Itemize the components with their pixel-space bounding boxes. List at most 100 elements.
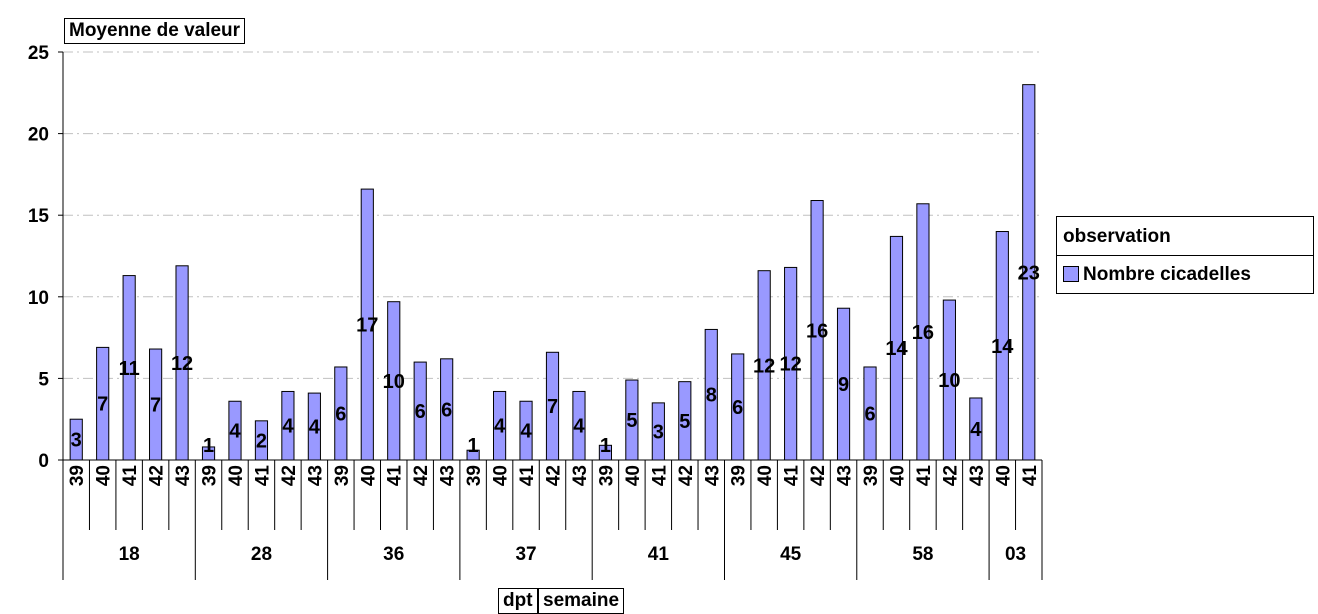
data-label: 4 bbox=[573, 416, 585, 438]
bar bbox=[307, 392, 321, 461]
group-label: 36 bbox=[383, 544, 404, 565]
week-label: 43 bbox=[967, 465, 988, 486]
bar bbox=[598, 444, 613, 461]
data-label: 1 bbox=[600, 435, 611, 457]
group-label: 45 bbox=[780, 544, 802, 565]
week-label: 41 bbox=[649, 465, 670, 487]
data-label: 3 bbox=[653, 421, 664, 443]
bars bbox=[69, 84, 1036, 461]
bar bbox=[122, 275, 136, 461]
week-label: 42 bbox=[808, 465, 829, 486]
legend: observation Nombre cicadelles bbox=[1056, 216, 1314, 294]
week-label: 39 bbox=[67, 465, 88, 486]
week-label: 41 bbox=[252, 465, 273, 487]
week-label: 43 bbox=[835, 465, 856, 486]
data-label: 10 bbox=[938, 370, 960, 392]
bar bbox=[969, 397, 983, 461]
data-label: 7 bbox=[547, 396, 558, 418]
week-label: 42 bbox=[411, 465, 432, 486]
group-label: 58 bbox=[912, 544, 933, 565]
week-label: 43 bbox=[173, 465, 194, 486]
data-label: 17 bbox=[356, 315, 378, 337]
data-label: 4 bbox=[970, 419, 982, 441]
bar bbox=[916, 203, 930, 461]
bar bbox=[254, 420, 269, 461]
week-label: 43 bbox=[305, 465, 326, 486]
group-label: 18 bbox=[119, 544, 140, 565]
week-label: 41 bbox=[1020, 465, 1041, 487]
data-label: 16 bbox=[806, 320, 828, 342]
data-label: 7 bbox=[97, 394, 108, 416]
category-axis: 39 40 41 42 43 39 40 41 42 43 39 40 41 42 43 39 40 41 42 43… bbox=[62, 460, 1043, 580]
bar bbox=[360, 188, 374, 461]
bar bbox=[492, 390, 507, 461]
week-label: 41 bbox=[517, 465, 538, 487]
data-label: 9 bbox=[838, 374, 849, 396]
legend-title[interactable]: observation bbox=[1057, 217, 1313, 256]
week-label: 39 bbox=[332, 465, 353, 486]
week-label: 40 bbox=[623, 465, 644, 486]
legend-series-label: Nombre cicadelles bbox=[1083, 264, 1251, 285]
data-label: 7 bbox=[150, 395, 161, 417]
data-label: 1 bbox=[203, 435, 214, 457]
group-label: 37 bbox=[515, 544, 536, 565]
data-label: 14 bbox=[991, 336, 1014, 358]
data-label: 2 bbox=[256, 430, 267, 452]
data-label: 4 bbox=[494, 416, 506, 438]
bar bbox=[96, 346, 110, 461]
bar bbox=[836, 307, 851, 461]
bar bbox=[731, 353, 745, 461]
bar bbox=[810, 200, 824, 461]
week-label: 40 bbox=[358, 465, 379, 486]
bar bbox=[678, 381, 692, 461]
week-label: 41 bbox=[385, 465, 406, 487]
data-label: 10 bbox=[383, 371, 405, 393]
group-label: 28 bbox=[251, 544, 272, 565]
data-label: 12 bbox=[753, 355, 775, 377]
bar bbox=[201, 446, 216, 461]
week-label: 39 bbox=[596, 465, 617, 486]
week-label: 40 bbox=[94, 465, 115, 486]
bar bbox=[889, 235, 904, 461]
bar bbox=[387, 301, 401, 461]
row-field-semaine[interactable]: semaine bbox=[538, 588, 625, 614]
week-label: 42 bbox=[279, 465, 300, 486]
y-tick-label: 15 bbox=[28, 206, 50, 227]
bar bbox=[1022, 84, 1036, 461]
data-label: 23 bbox=[1018, 262, 1040, 284]
data-label: 5 bbox=[626, 410, 637, 432]
legend-entry[interactable]: Nombre cicadelles bbox=[1057, 256, 1313, 294]
bar bbox=[942, 299, 956, 461]
week-label: 41 bbox=[914, 465, 935, 487]
week-label: 42 bbox=[676, 465, 697, 486]
week-label: 43 bbox=[702, 465, 723, 486]
week-label: 42 bbox=[544, 465, 565, 486]
data-label: 16 bbox=[912, 322, 934, 344]
week-label: 40 bbox=[755, 465, 776, 486]
data-label: 12 bbox=[780, 354, 802, 376]
week-label: 40 bbox=[226, 465, 247, 486]
week-label: 42 bbox=[940, 465, 961, 486]
row-field-dpt[interactable]: dpt bbox=[498, 588, 538, 614]
bar bbox=[651, 402, 665, 461]
data-label: 12 bbox=[171, 353, 193, 375]
bar bbox=[413, 361, 427, 461]
bar bbox=[545, 351, 560, 461]
week-label: 43 bbox=[438, 465, 459, 486]
data-label: 6 bbox=[415, 401, 426, 423]
data-label: 6 bbox=[441, 399, 452, 421]
data-label: 4 bbox=[520, 421, 532, 443]
week-label: 39 bbox=[200, 465, 221, 486]
data-label: 4 bbox=[229, 421, 241, 443]
data-label: 3 bbox=[71, 430, 82, 452]
week-label: 39 bbox=[464, 465, 485, 486]
y-tick-label: 0 bbox=[38, 451, 49, 472]
bar bbox=[334, 366, 348, 461]
data-label: 4 bbox=[282, 416, 294, 438]
data-field-button[interactable]: Moyenne de valeur bbox=[64, 18, 246, 44]
week-label: 39 bbox=[861, 465, 882, 486]
bar bbox=[572, 390, 586, 461]
data-label: 11 bbox=[119, 358, 140, 380]
data-label: 6 bbox=[864, 403, 875, 425]
